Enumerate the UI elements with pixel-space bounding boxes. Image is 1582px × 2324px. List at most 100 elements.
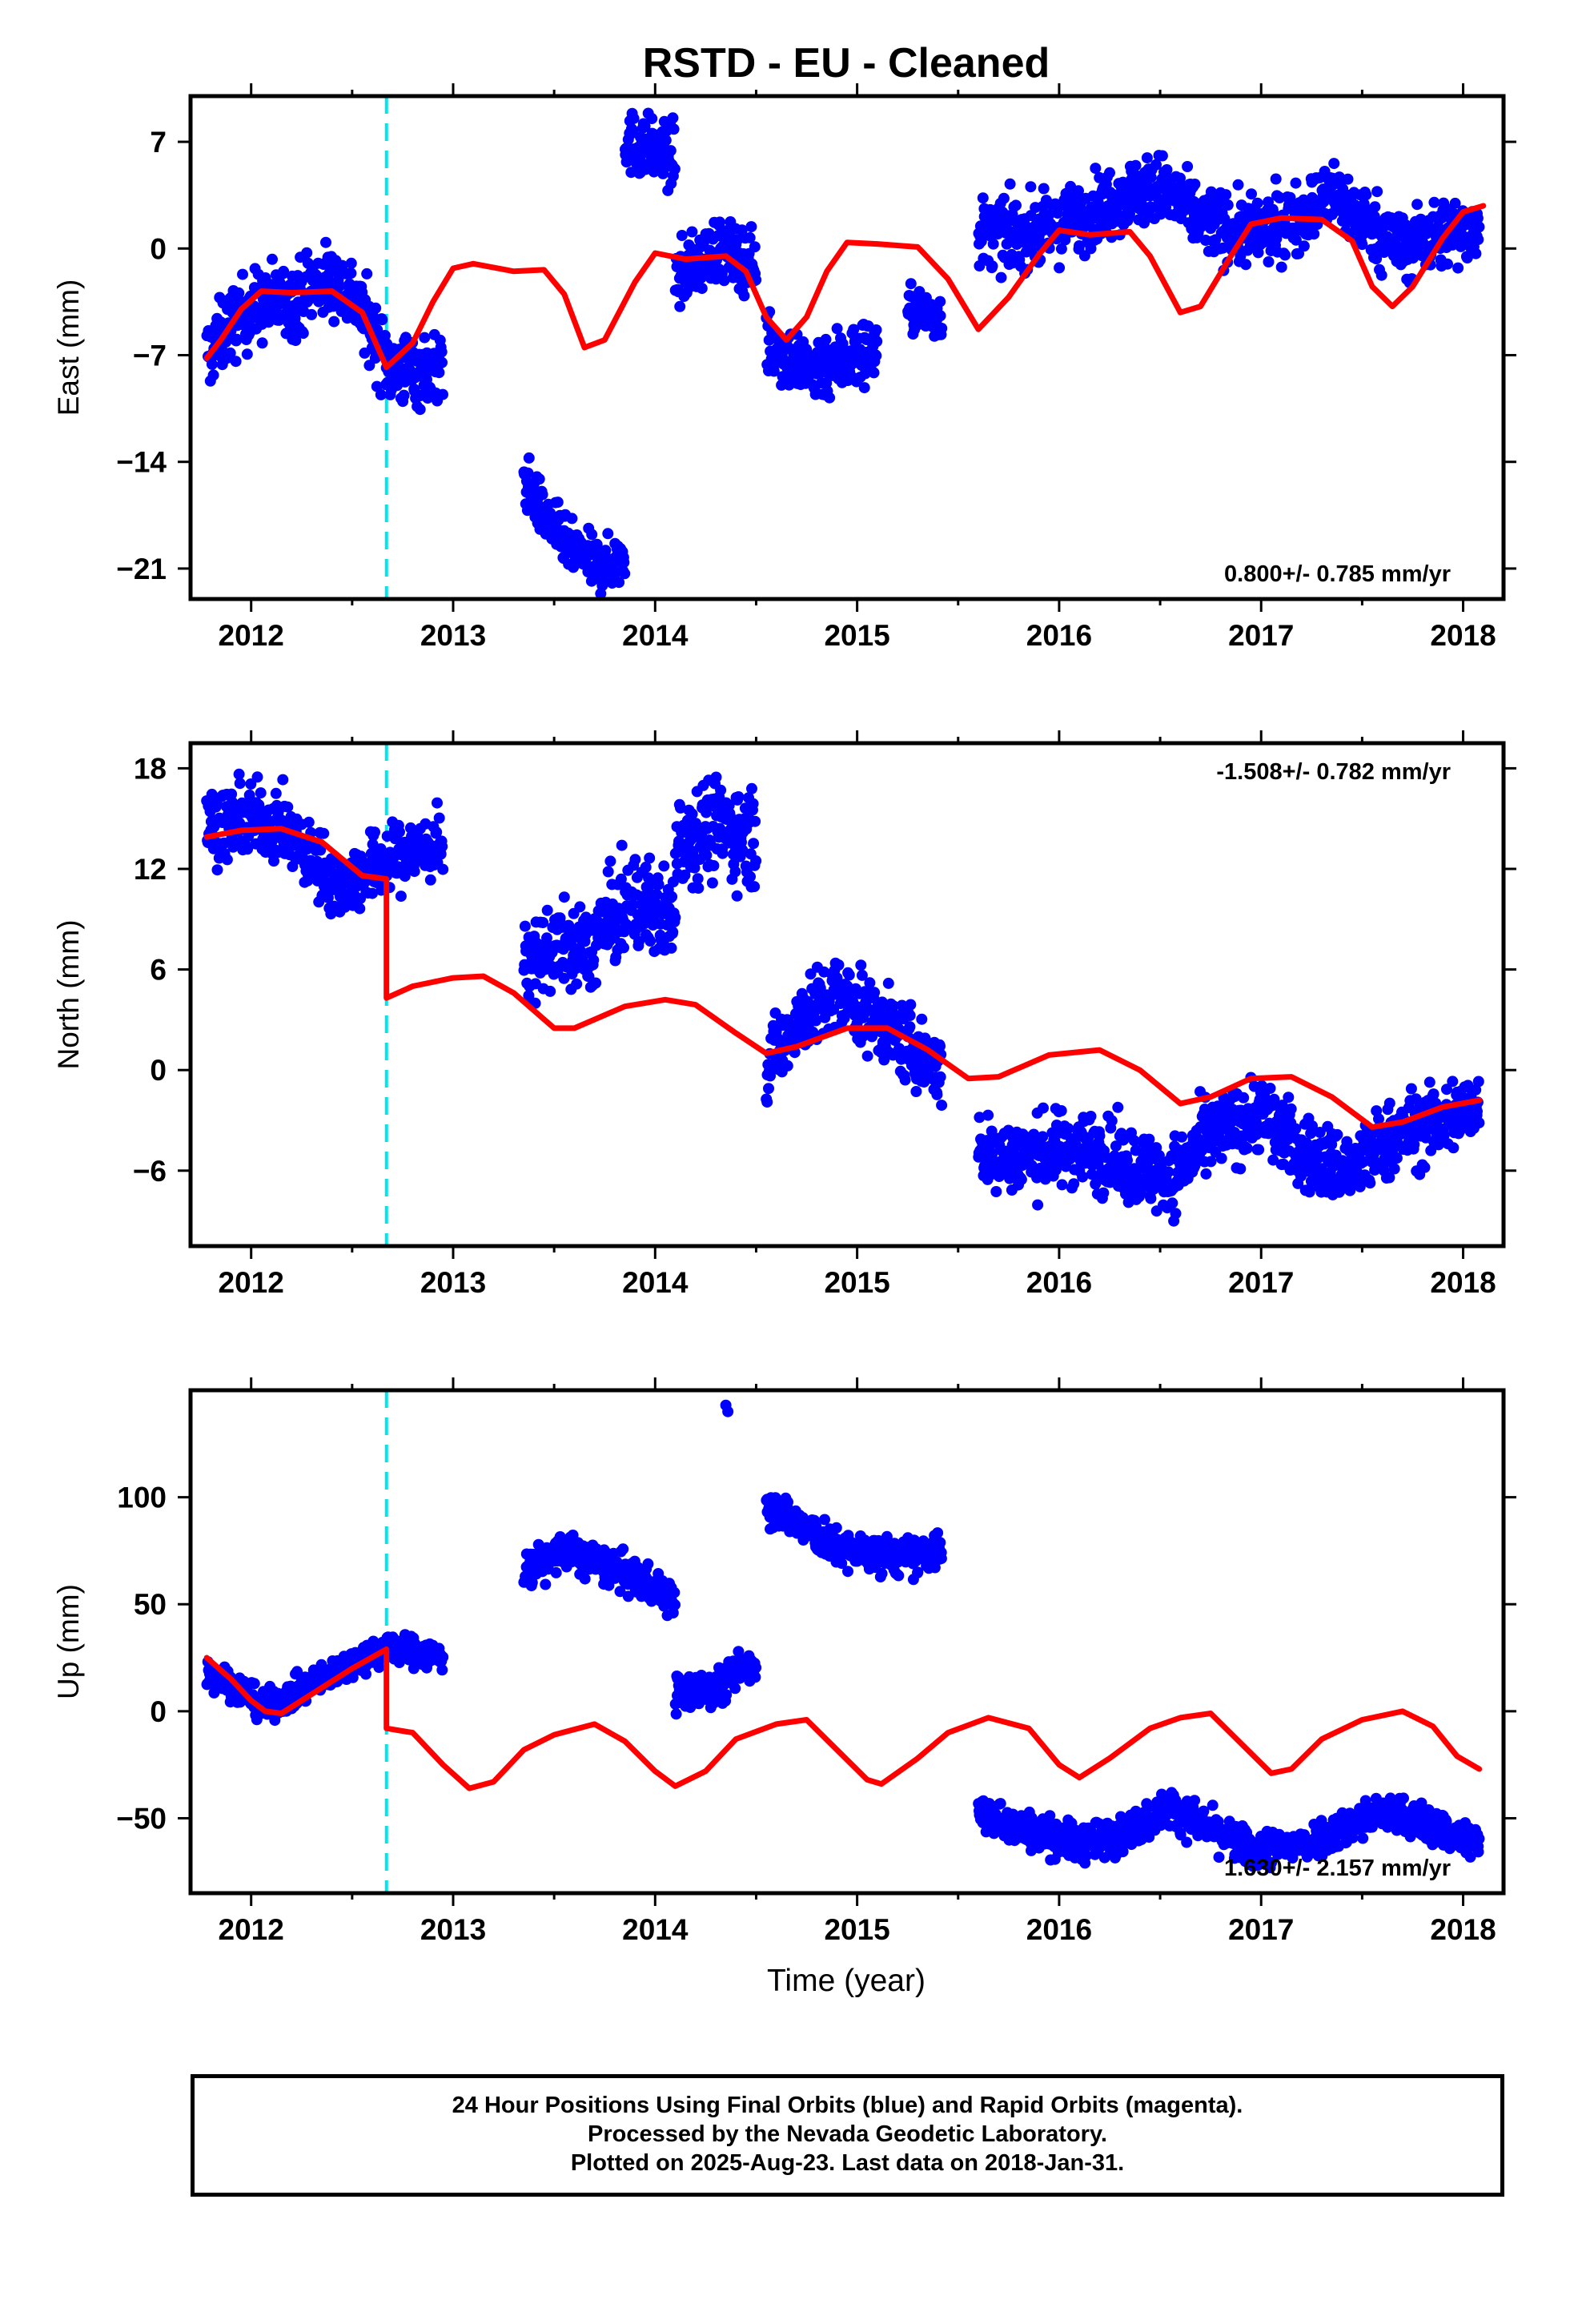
data-point xyxy=(436,841,448,852)
data-point xyxy=(871,336,883,348)
data-point xyxy=(1090,163,1102,175)
data-point xyxy=(536,489,548,501)
data-point xyxy=(408,866,420,878)
data-point xyxy=(674,300,686,312)
data-point xyxy=(334,280,346,292)
data-point xyxy=(986,260,998,272)
data-point xyxy=(1442,258,1453,270)
data-point xyxy=(1264,1083,1276,1094)
plot-area xyxy=(201,96,1487,599)
panel-3: 2012 2013 2014 2015 2016 2017 2018100500−50Up … xyxy=(52,1377,1516,1946)
data-point xyxy=(224,347,236,359)
data-point xyxy=(619,568,631,580)
data-point xyxy=(633,935,644,947)
data-point xyxy=(708,860,720,871)
data-point xyxy=(1419,1161,1431,1173)
data-point xyxy=(1043,209,1055,220)
data-point xyxy=(1267,1154,1279,1166)
data-point xyxy=(934,1040,946,1052)
panel-1: 2012 2013 2014 2015 2016 2017 201870−7−14−21Ea… xyxy=(52,83,1516,652)
data-point xyxy=(1472,234,1484,246)
data-point xyxy=(345,267,357,279)
data-point xyxy=(986,1148,998,1160)
data-point xyxy=(519,920,531,932)
data-point xyxy=(1438,1129,1450,1141)
data-point xyxy=(379,330,391,341)
data-point xyxy=(437,388,448,400)
x-tick-label: 2016 xyxy=(1026,1266,1092,1299)
data-point xyxy=(669,911,681,923)
data-point xyxy=(1427,1088,1439,1100)
data-point xyxy=(550,1566,562,1578)
data-point xyxy=(540,1578,552,1590)
data-point xyxy=(398,389,410,401)
data-points xyxy=(201,1399,1485,1874)
data-point xyxy=(437,1651,449,1663)
data-point xyxy=(848,324,860,336)
plot-frame xyxy=(188,741,1506,1248)
data-point xyxy=(731,890,743,902)
data-point xyxy=(1411,199,1423,211)
data-point xyxy=(824,392,836,404)
data-point xyxy=(905,278,917,290)
x-tick-label: 2012 xyxy=(219,619,284,652)
data-point xyxy=(869,987,881,999)
data-point xyxy=(1141,152,1153,164)
data-point xyxy=(1086,1168,1098,1180)
data-point xyxy=(206,788,218,800)
data-point xyxy=(1267,207,1279,219)
data-point xyxy=(686,808,698,820)
data-point xyxy=(1122,1154,1133,1166)
data-point xyxy=(1307,191,1318,203)
rate-annotation: 0.800+/- 0.785 mm/yr xyxy=(1224,561,1451,587)
data-point xyxy=(1251,197,1263,209)
data-point xyxy=(686,226,698,238)
y-axis-label: Up (mm) xyxy=(52,1584,85,1699)
data-point xyxy=(1270,173,1282,185)
x-tick-label: 2012 xyxy=(219,1913,284,1946)
data-point xyxy=(936,323,948,334)
data-point xyxy=(1130,159,1142,171)
y-tick-label: 0 xyxy=(150,1695,167,1728)
data-point xyxy=(1235,1163,1247,1175)
data-point xyxy=(1449,197,1461,209)
y-tick-label: −50 xyxy=(116,1802,167,1835)
data-point xyxy=(1473,221,1485,233)
data-point xyxy=(715,784,727,796)
data-point xyxy=(1447,1142,1460,1154)
x-tick-label: 2017 xyxy=(1228,619,1294,652)
data-point xyxy=(1085,1111,1097,1122)
data-point xyxy=(617,1543,629,1555)
data-point xyxy=(369,826,380,838)
data-point xyxy=(306,308,318,320)
data-point xyxy=(1409,227,1420,239)
data-point xyxy=(360,1668,371,1680)
data-point xyxy=(987,238,999,250)
data-point xyxy=(1094,1130,1106,1142)
data-point xyxy=(566,513,578,525)
data-point xyxy=(414,404,426,416)
data-point xyxy=(1015,1173,1027,1185)
data-point xyxy=(1276,1100,1288,1112)
data-point xyxy=(718,275,730,287)
data-point xyxy=(749,881,761,893)
data-point xyxy=(1222,199,1234,211)
data-point xyxy=(278,265,290,277)
data-point xyxy=(241,348,253,360)
data-point xyxy=(749,815,761,827)
data-point xyxy=(522,467,534,479)
y-tick-label: 12 xyxy=(134,853,167,886)
data-point xyxy=(207,369,219,381)
data-point xyxy=(268,855,279,867)
data-point xyxy=(404,822,416,834)
data-point xyxy=(267,253,278,265)
data-point xyxy=(282,801,294,813)
model-curve xyxy=(203,826,1483,1130)
data-point xyxy=(432,797,443,809)
data-point xyxy=(1174,172,1186,184)
data-point xyxy=(301,247,313,259)
data-point xyxy=(206,358,218,370)
data-point xyxy=(437,863,449,875)
y-tick-label: −21 xyxy=(116,553,167,585)
data-point xyxy=(1106,1115,1118,1127)
